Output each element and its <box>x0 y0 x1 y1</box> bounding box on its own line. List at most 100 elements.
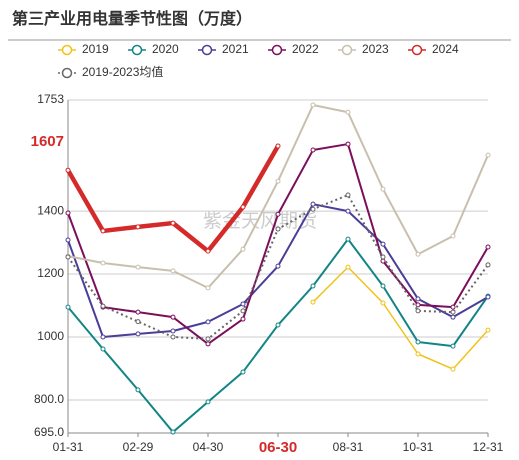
series-line <box>67 143 489 345</box>
point <box>415 351 421 357</box>
point <box>65 254 71 260</box>
x-tick-label: 06-30 <box>259 439 297 456</box>
y-tick-label: 1200 <box>37 266 64 280</box>
point <box>135 264 141 270</box>
highlight-label: 1607 <box>31 133 64 150</box>
point <box>240 369 246 375</box>
series-line <box>67 104 489 289</box>
point <box>310 201 316 207</box>
point <box>485 152 491 158</box>
legend-label: 2020 <box>152 42 179 56</box>
legend-marker <box>341 44 353 56</box>
x-tick-label: 08-31 <box>333 440 364 454</box>
watermark: 紫金天风期货 <box>203 210 317 232</box>
legend-label: 2023 <box>362 42 389 56</box>
legend-label: 2019-2023均值 <box>82 64 163 79</box>
point <box>205 285 211 291</box>
x-tick-label: 10-31 <box>403 440 434 454</box>
point <box>275 322 281 328</box>
point <box>205 341 211 347</box>
point <box>380 241 386 247</box>
chart-title: 第三产业用电量季节性图（万度） <box>12 9 252 28</box>
legend-marker <box>131 44 143 56</box>
y-tick-label: 800.0 <box>34 392 64 406</box>
point <box>170 328 176 334</box>
point <box>310 299 316 305</box>
point <box>240 246 246 252</box>
point <box>485 244 491 250</box>
point <box>415 308 421 314</box>
point <box>100 334 106 340</box>
series-line <box>66 144 280 254</box>
point <box>170 429 176 435</box>
point <box>170 334 176 340</box>
point <box>205 399 211 405</box>
point <box>275 263 281 269</box>
y-tick-label: 1400 <box>37 203 64 217</box>
point <box>415 302 421 308</box>
point <box>100 260 106 266</box>
x-tick-label: 04-30 <box>193 440 224 454</box>
x-tick-label: 12-31 <box>473 440 504 454</box>
point <box>380 254 386 260</box>
point <box>345 208 351 214</box>
point <box>415 251 421 257</box>
legend-label: 2024 <box>432 42 459 56</box>
point <box>65 167 71 173</box>
point <box>65 210 71 216</box>
point <box>310 102 316 108</box>
point <box>380 300 386 306</box>
point <box>65 304 71 310</box>
y-tick-label: 695.0 <box>34 425 64 439</box>
point <box>450 314 456 320</box>
point <box>450 366 456 372</box>
legend-marker <box>411 44 423 56</box>
point <box>450 304 456 310</box>
point <box>450 309 456 315</box>
legend-marker <box>61 44 73 56</box>
legend-marker <box>61 67 73 79</box>
point <box>65 237 71 243</box>
point <box>415 339 421 345</box>
point <box>310 147 316 153</box>
point <box>170 220 176 226</box>
point <box>345 264 351 270</box>
point <box>135 224 141 230</box>
y-tick-label: 1000 <box>37 329 64 343</box>
legend-label: 2022 <box>292 42 319 56</box>
point <box>100 303 106 309</box>
point <box>380 186 386 192</box>
point <box>345 109 351 115</box>
point <box>380 258 386 264</box>
point <box>450 233 456 239</box>
point <box>240 204 246 210</box>
point <box>275 143 281 149</box>
point <box>205 248 211 254</box>
point <box>170 268 176 274</box>
point <box>135 387 141 393</box>
x-tick-label: 02-29 <box>123 440 154 454</box>
legend-label: 2019 <box>82 42 109 56</box>
point <box>170 314 176 320</box>
point <box>240 308 246 314</box>
point <box>100 346 106 352</box>
point <box>310 206 316 212</box>
point <box>240 316 246 322</box>
point <box>275 178 281 184</box>
point <box>205 319 211 325</box>
legend-label: 2021 <box>222 42 249 56</box>
legend-marker <box>201 44 213 56</box>
point <box>450 343 456 349</box>
point <box>310 283 316 289</box>
point <box>100 228 106 234</box>
point <box>485 327 491 333</box>
point <box>275 211 281 217</box>
point <box>345 236 351 242</box>
point <box>135 319 141 325</box>
point <box>415 296 421 302</box>
point <box>345 192 351 198</box>
series-line <box>312 266 489 370</box>
point <box>275 226 281 232</box>
point <box>380 283 386 289</box>
